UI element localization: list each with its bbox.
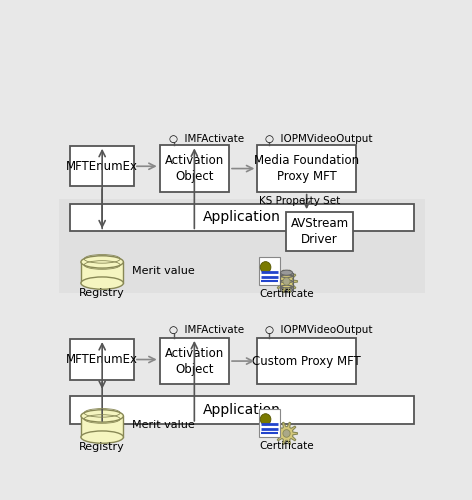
Circle shape bbox=[283, 430, 290, 438]
Text: KS Property Set: KS Property Set bbox=[259, 196, 340, 205]
Text: Custom Proxy MFT: Custom Proxy MFT bbox=[252, 354, 361, 368]
Polygon shape bbox=[276, 270, 297, 292]
Bar bbox=[81, 262, 123, 283]
FancyBboxPatch shape bbox=[70, 339, 134, 380]
FancyBboxPatch shape bbox=[70, 146, 134, 186]
Text: Media Foundation
Proxy MFT: Media Foundation Proxy MFT bbox=[254, 154, 359, 183]
Text: Merit value: Merit value bbox=[132, 420, 195, 430]
Ellipse shape bbox=[280, 270, 293, 276]
Text: ○  IMFActivate: ○ IMFActivate bbox=[169, 326, 244, 336]
Circle shape bbox=[283, 278, 290, 285]
FancyBboxPatch shape bbox=[259, 408, 280, 436]
Circle shape bbox=[260, 414, 271, 425]
Ellipse shape bbox=[81, 277, 123, 289]
FancyBboxPatch shape bbox=[70, 204, 414, 232]
Text: MFTEnumEx: MFTEnumEx bbox=[66, 353, 138, 366]
Text: Activation
Object: Activation Object bbox=[165, 154, 224, 183]
Text: AVStream
Driver: AVStream Driver bbox=[291, 217, 349, 246]
FancyBboxPatch shape bbox=[70, 396, 414, 424]
FancyBboxPatch shape bbox=[160, 338, 229, 384]
Text: Certificate: Certificate bbox=[260, 290, 314, 300]
Text: Registry: Registry bbox=[79, 288, 125, 298]
Text: Application: Application bbox=[203, 403, 281, 417]
FancyBboxPatch shape bbox=[257, 146, 356, 192]
Text: Activation
Object: Activation Object bbox=[165, 346, 224, 376]
Text: Certificate: Certificate bbox=[260, 441, 314, 451]
Text: ○  IOPMVideoOutput: ○ IOPMVideoOutput bbox=[265, 134, 372, 143]
Bar bbox=[81, 416, 123, 437]
FancyBboxPatch shape bbox=[59, 198, 425, 293]
Bar bbox=[280, 272, 293, 290]
Ellipse shape bbox=[81, 410, 123, 422]
FancyBboxPatch shape bbox=[59, 293, 425, 445]
Circle shape bbox=[260, 262, 271, 273]
FancyBboxPatch shape bbox=[286, 212, 354, 250]
Text: Merit value: Merit value bbox=[132, 266, 195, 276]
FancyBboxPatch shape bbox=[259, 256, 280, 284]
Text: MFTEnumEx: MFTEnumEx bbox=[66, 160, 138, 172]
FancyBboxPatch shape bbox=[59, 60, 425, 198]
Text: Registry: Registry bbox=[79, 442, 125, 452]
Ellipse shape bbox=[81, 431, 123, 444]
FancyBboxPatch shape bbox=[257, 338, 356, 384]
Polygon shape bbox=[276, 422, 297, 444]
Text: ○  IMFActivate: ○ IMFActivate bbox=[169, 134, 244, 143]
Text: ○  IOPMVideoOutput: ○ IOPMVideoOutput bbox=[265, 326, 372, 336]
Text: Application: Application bbox=[203, 210, 281, 224]
Ellipse shape bbox=[280, 288, 293, 292]
Ellipse shape bbox=[81, 256, 123, 268]
FancyBboxPatch shape bbox=[160, 146, 229, 192]
